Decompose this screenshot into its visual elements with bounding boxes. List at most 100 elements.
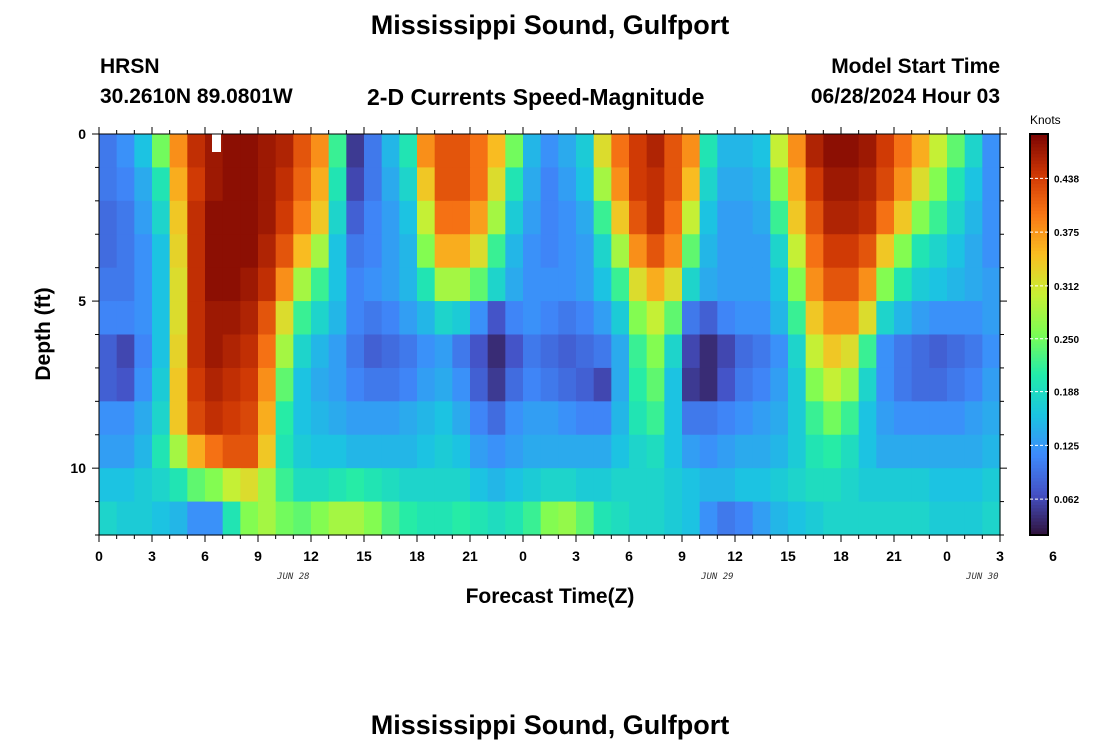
- heatmap-cell: [646, 267, 665, 302]
- colorbar-segment: [1030, 291, 1048, 295]
- heatmap-cell: [947, 200, 966, 235]
- heatmap-cell: [911, 367, 930, 402]
- heatmap-cell: [258, 167, 277, 202]
- heatmap-cell: [346, 434, 365, 469]
- heatmap-cell: [841, 234, 860, 269]
- heatmap-cell: [788, 267, 807, 302]
- heatmap-cell: [381, 200, 400, 235]
- heatmap-cell: [364, 234, 383, 269]
- heatmap-cell: [452, 200, 471, 235]
- y-axis: 0 5 10: [70, 126, 1007, 536]
- heatmap-cell: [629, 334, 648, 369]
- heatmap-cell: [823, 200, 842, 235]
- heatmap-cell: [364, 334, 383, 369]
- colorbar-segment: [1030, 257, 1048, 262]
- heatmap-cell: [187, 401, 206, 436]
- heatmap-cell: [540, 334, 559, 369]
- heatmap-cell: [964, 367, 983, 402]
- heatmap-cell: [364, 134, 383, 169]
- heatmap-cell: [452, 401, 471, 436]
- heatmap-cell: [929, 200, 948, 235]
- colorbar-segment: [1030, 230, 1048, 235]
- colorbar-segment: [1030, 494, 1048, 499]
- heatmap-cell: [487, 401, 506, 436]
- heatmap-cell: [947, 167, 966, 202]
- colorbar-tick-label: 0.250: [1054, 335, 1079, 346]
- heatmap-cell: [152, 334, 171, 369]
- heatmap-cell: [858, 234, 877, 269]
- heatmap-cell: [770, 434, 789, 469]
- heatmap-cell: [417, 234, 436, 269]
- heatmap-cell: [823, 367, 842, 402]
- heatmap-cell: [116, 334, 135, 369]
- heatmap-cell: [682, 234, 701, 269]
- heatmap-cell: [805, 267, 824, 302]
- heatmap-cell: [346, 334, 365, 369]
- colorbar-segment: [1030, 240, 1048, 245]
- heatmap-cell: [434, 468, 453, 503]
- heatmap-cell: [558, 134, 577, 169]
- heatmap-cell: [558, 434, 577, 469]
- heatmap-cell: [134, 267, 153, 302]
- heatmap-cell: [169, 501, 188, 536]
- colorbar-segment: [1030, 411, 1048, 416]
- heatmap-cell: [982, 401, 1001, 436]
- heatmap-cell: [275, 301, 294, 336]
- heatmap-cell: [417, 134, 436, 169]
- colorbar-segment: [1030, 367, 1048, 372]
- heatmap-cell: [205, 501, 224, 536]
- heatmap-cell: [947, 434, 966, 469]
- x-tick-label: 15: [780, 548, 796, 564]
- heatmap-cell: [823, 501, 842, 536]
- colorbar-segment: [1030, 468, 1048, 473]
- heatmap-cell: [540, 234, 559, 269]
- heatmap-cell: [240, 234, 259, 269]
- heatmap-cell: [470, 434, 489, 469]
- heatmap-cell: [735, 367, 754, 402]
- date-label: JUN 29: [700, 572, 734, 582]
- heatmap-cell: [328, 434, 347, 469]
- heatmap-cell: [682, 468, 701, 503]
- heatmap-cell: [364, 167, 383, 202]
- heatmap-cell: [540, 167, 559, 202]
- heatmap-cell: [646, 334, 665, 369]
- heatmap-cell: [964, 434, 983, 469]
- colorbar-segment: [1030, 247, 1048, 252]
- heatmap-cell: [134, 134, 153, 169]
- colorbar-segment: [1030, 444, 1048, 449]
- heatmap-cell: [858, 267, 877, 302]
- heatmap-cell: [717, 234, 736, 269]
- heatmap-cell: [417, 434, 436, 469]
- colorbar-segment: [1030, 174, 1048, 179]
- heatmap-cell: [399, 434, 418, 469]
- heatmap-cell: [682, 434, 701, 469]
- colorbar-segment: [1030, 244, 1048, 249]
- date-label: JUN 28: [276, 572, 310, 582]
- heatmap-cell: [576, 301, 595, 336]
- heatmap-cell: [894, 367, 913, 402]
- heatmap-cell: [858, 468, 877, 503]
- heatmap-cell: [240, 501, 259, 536]
- heatmap-cell: [858, 134, 877, 169]
- heatmap-cell: [152, 134, 171, 169]
- heatmap-cell: [629, 267, 648, 302]
- colorbar-segment: [1030, 194, 1048, 199]
- heatmap-cell: [629, 200, 648, 235]
- heatmap-cell: [735, 134, 754, 169]
- heatmap-cell: [664, 367, 683, 402]
- heatmap-cell: [505, 134, 524, 169]
- heatmap-cell: [699, 501, 718, 536]
- heatmap-cell: [364, 301, 383, 336]
- heatmap-cell: [169, 468, 188, 503]
- x-tick-label: 6: [625, 548, 633, 564]
- heatmap-cell: [770, 334, 789, 369]
- heatmap-cell: [187, 200, 206, 235]
- heatmap-cell: [152, 501, 171, 536]
- heatmap-cell: [964, 200, 983, 235]
- heatmap-cell: [523, 401, 542, 436]
- heatmap-cell: [841, 267, 860, 302]
- x-axis: 0 3 6 9 12 15 18 21 0 3 6 9 12 15 18 21 0 3 6: [95, 127, 1057, 564]
- heatmap-cell: [470, 234, 489, 269]
- heatmap-cell: [187, 501, 206, 536]
- heatmap-cell: [629, 434, 648, 469]
